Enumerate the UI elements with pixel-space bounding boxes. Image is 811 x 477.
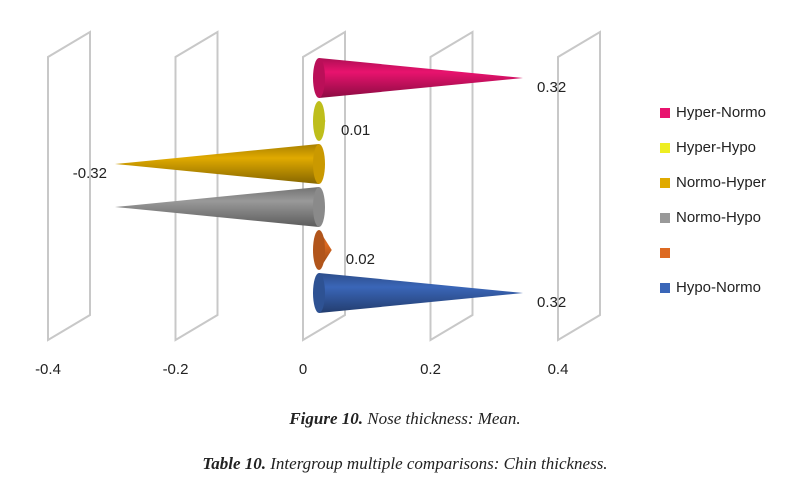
x-tick-label: 0.4 [548, 361, 569, 378]
legend-swatch [660, 283, 670, 293]
caption-text: Intergroup multiple comparisons: Chin th… [269, 454, 607, 473]
caption-label: Table 10. [202, 454, 266, 473]
data-label: 0.32 [537, 294, 566, 311]
cone-base [313, 187, 325, 227]
cone [115, 144, 319, 184]
grid-line [429, 30, 474, 342]
data-label: -0.32 [73, 165, 107, 182]
legend-swatch [660, 213, 670, 223]
data-label: 0.01 [341, 122, 370, 139]
cone [115, 187, 319, 227]
cone-base [313, 273, 325, 313]
legend-label: Hypo-Normo [676, 279, 761, 296]
cone-base [313, 230, 325, 270]
figure-caption: Figure 10. Nose thickness: Mean. [288, 409, 520, 428]
x-tick-label: 0.2 [420, 361, 441, 378]
caption-text: Nose thickness: Mean. [366, 409, 520, 428]
grid-line [47, 30, 91, 342]
x-tick-label: 0 [299, 361, 307, 378]
data-label: 0.02 [346, 251, 375, 268]
legend-label: Normo-Hyper [676, 174, 766, 191]
legend-label: Hyper-Hypo [676, 139, 756, 156]
legend-label: Normo-Hypo [676, 209, 761, 226]
x-tick-label: -0.4 [35, 361, 61, 378]
data-label: 0.32 [537, 79, 566, 96]
grid-line [557, 30, 601, 342]
legend-swatch [660, 178, 670, 188]
table-caption: Table 10. Intergroup multiple comparison… [202, 454, 607, 473]
legend-label: Hyper-Normo [676, 104, 766, 121]
grid-line [174, 30, 219, 342]
cone-base [313, 101, 325, 141]
legend-swatch [660, 108, 670, 118]
caption-label: Figure 10. [288, 409, 363, 428]
cone [319, 273, 523, 313]
legend-swatch [660, 143, 670, 153]
legend-swatch [660, 248, 670, 258]
x-tick-label: -0.2 [163, 361, 189, 378]
cone-base [313, 144, 325, 184]
cone-base [313, 58, 325, 98]
cone [319, 58, 523, 98]
